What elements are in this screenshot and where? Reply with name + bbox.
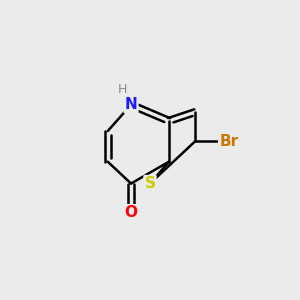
Text: N: N (125, 97, 137, 112)
Text: Br: Br (219, 134, 238, 149)
Text: O: O (124, 205, 137, 220)
Text: H: H (118, 83, 127, 96)
Text: S: S (145, 176, 155, 191)
